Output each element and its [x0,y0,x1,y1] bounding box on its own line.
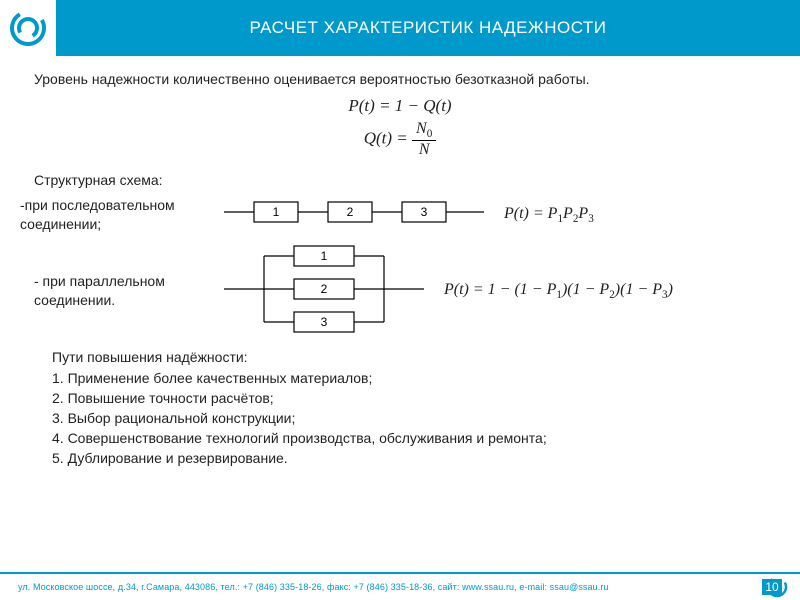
list-heading: Пути повышения надёжности: [52,348,766,367]
parallel-diagram: 1 2 3 [224,244,424,339]
intro-text: Уровень надежности количественно оценива… [34,70,766,89]
svg-text:2: 2 [321,282,328,296]
slide-footer: ул. Московское шоссе, д.34, г.Самара, 44… [0,572,800,600]
series-row: -при последовательном соединении; 1 2 3 … [34,196,766,234]
series-label: -при последовательном соединении; [20,196,224,234]
series-diagram: 1 2 3 [224,197,484,232]
svg-text:1: 1 [273,205,280,219]
list-item-3: 3. Выбор рациональной конструкции; [52,409,766,428]
parallel-label: - при параллельном соединении. [34,272,224,310]
logo [0,0,56,56]
list-item-4: 4. Совершенствование технологий производ… [52,429,766,448]
top-formulas: P(t) = 1 − Q(t) Q(t) = N0 N [34,95,766,159]
content-area: Уровень надежности количественно оценива… [0,56,800,468]
series-formula: P(t) = P1P2P3 [484,203,766,227]
improvement-list: Пути повышения надёжности: 1. Применение… [34,348,766,467]
scheme-label: Структурная схема: [34,171,766,190]
svg-text:3: 3 [321,315,328,329]
list-item-5: 5. Дублирование и резервирование. [52,449,766,468]
list-item-1: 1. Применение более качественных материа… [52,369,766,388]
parallel-formula: P(t) = 1 − (1 − P1)(1 − P2)(1 − P3) [424,279,766,303]
slide-header: РАСЧЕТ ХАРАКТЕРИСТИК НАДЕЖНОСТИ [0,0,800,56]
page-number: 10 [762,579,781,595]
page-number-badge: 10 [760,576,790,598]
parallel-row: - при параллельном соединении. 1 2 3 [34,244,766,339]
formula-p: P(t) = 1 − Q(t) [34,95,766,118]
slide-title: РАСЧЕТ ХАРАКТЕРИСТИК НАДЕЖНОСТИ [56,18,800,38]
svg-text:3: 3 [421,205,428,219]
svg-text:1: 1 [321,249,328,263]
footer-text: ул. Московское шоссе, д.34, г.Самара, 44… [18,582,760,592]
list-item-2: 2. Повышение точности расчётов; [52,389,766,408]
svg-text:2: 2 [347,205,354,219]
formula-q: Q(t) = N0 N [34,120,766,159]
